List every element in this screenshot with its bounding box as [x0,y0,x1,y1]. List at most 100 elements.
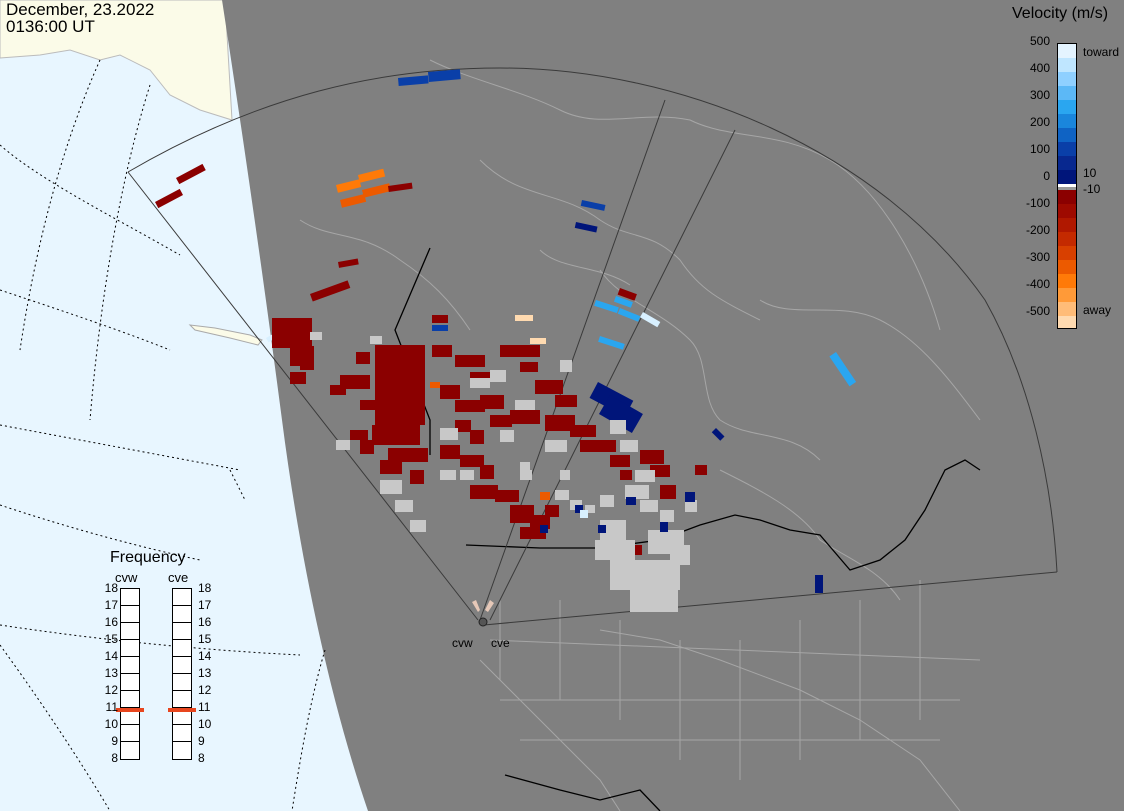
frequency-cell [173,742,191,759]
date-label: December, 23.2022 [6,0,155,19]
coastlines [299,59,981,811]
velocity-cells [154,69,857,612]
velocity-cell [356,352,370,364]
velocity-cell [520,527,546,539]
graticule [0,59,326,811]
colorbar-segment [1058,187,1076,190]
velocity-cell [388,182,413,192]
colorbar-segment [1058,288,1076,302]
colorbar-segment [1058,246,1076,260]
frequency-scale-label-right: 8 [198,751,205,765]
velocity-cell [432,325,448,331]
velocity-cell [510,410,540,424]
velocity-cell [460,470,474,480]
velocity-cell [455,420,471,432]
velocity-cell [300,360,314,370]
velocity-cell [711,428,725,441]
velocity-cell [500,345,540,357]
colorbar-segment [1058,86,1076,100]
velocity-cell [490,370,506,382]
frequency-marker-cvw [116,708,144,713]
velocity-cell [358,168,386,183]
frequency-cell [121,640,139,657]
velocity-cell [176,163,206,185]
frequency-cell [121,691,139,708]
velocity-cell [530,338,546,344]
frequency-scale-label-right: 16 [198,615,212,629]
frequency-scale-label-left: 18 [104,581,118,595]
velocity-tick-label: 300 [1029,88,1050,102]
velocity-cell [460,455,484,467]
velocity-cell [330,385,346,395]
velocity-cell [398,75,429,86]
velocity-cell [555,490,569,500]
velocity-cell [545,440,567,452]
velocity-cell [470,378,490,388]
velocity-cell [440,385,460,399]
day-land [0,0,233,121]
velocity-cell [535,380,563,394]
velocity-cell [440,470,456,480]
frequency-scale-label-right: 14 [198,649,212,663]
velocity-cell [360,440,374,454]
velocity-cell [540,492,550,500]
velocity-cell [340,375,370,389]
threshold-pos-label: 10 [1083,166,1097,180]
day-land-peninsula [188,324,263,346]
velocity-tick-label: -300 [1025,250,1050,264]
velocity-tick-label: -500 [1025,304,1050,318]
velocity-cell [660,485,676,499]
frequency-scale-label-right: 15 [198,632,212,646]
field-of-view [127,67,1058,626]
velocity-tick-label: 200 [1029,115,1050,129]
frequency-cell [173,640,191,657]
site-label-cvw: cvw [452,636,473,650]
velocity-tick-label: 500 [1029,34,1050,48]
velocity-cell [540,525,548,533]
colorbar-segment [1058,218,1076,232]
frequency-cell [173,589,191,606]
frequency-cell [121,589,139,606]
velocity-cell [613,295,633,308]
colorbar-segment [1058,190,1076,204]
frequency-scale-label-left: 9 [111,734,118,748]
velocity-cell [375,345,425,425]
velocity-cell [595,540,635,560]
frequency-title: Frequency [110,549,186,566]
velocity-cell [495,490,519,502]
velocity-cell [480,395,504,409]
velocity-cell [360,400,376,410]
velocity-cell [610,420,626,434]
velocity-cell [455,400,485,412]
velocity-cell [545,415,575,431]
velocity-cell [580,510,588,518]
velocity-cell [575,505,583,513]
velocity-cell [545,505,559,517]
velocity-cell [630,590,678,612]
velocity-cell [574,222,598,233]
velocity-cell [350,430,368,440]
toward-label: toward [1083,45,1120,59]
velocity-cell [617,287,637,301]
velocity-cell [410,520,426,532]
velocity-cell [829,352,857,387]
velocity-cell [685,492,695,502]
velocity-cell [370,336,382,344]
colorbar-segment [1058,128,1076,142]
velocity-cell [310,332,322,340]
freq-radar-label-cve: cve [168,570,189,585]
colorbar-segment [1058,72,1076,86]
colorbar-segment [1058,44,1076,58]
velocity-cell [515,400,535,410]
velocity-cell [395,500,413,512]
frequency-scale-label-left: 10 [104,717,118,731]
frequency-scale-label-left: 16 [104,615,118,629]
frequency-scale-label-right: 10 [198,717,212,731]
frequency-cell [121,623,139,640]
velocity-cell [470,372,492,382]
frequency-scale-label-right: 13 [198,666,212,680]
frequency-scale-label-left: 12 [104,683,118,697]
velocity-cell [600,520,626,540]
velocity-cell [815,575,823,593]
velocity-tick-label: 100 [1029,142,1050,156]
